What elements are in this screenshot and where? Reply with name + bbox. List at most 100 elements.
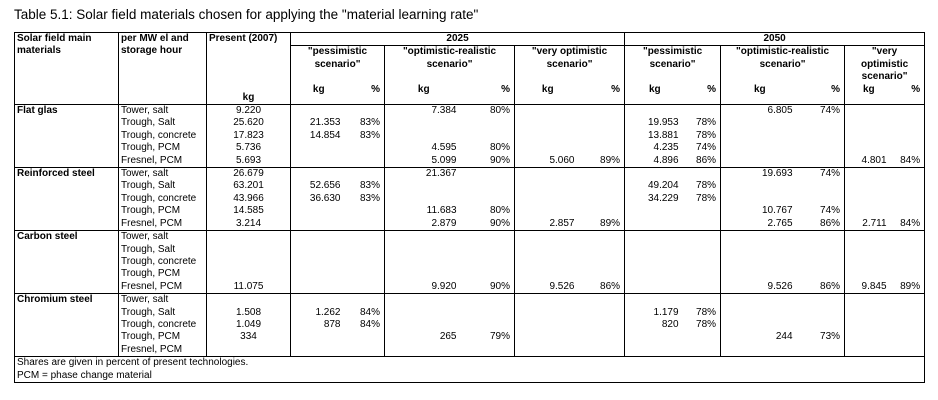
veryopt-2025-pct: 86% [580, 280, 626, 295]
optreal-2025-kg: 9.920 [384, 280, 463, 295]
optreal-2050-pct [798, 343, 846, 358]
technology-name: Trough, concrete [118, 192, 207, 206]
optreal-2050-kg [720, 343, 799, 358]
veryopt-2050-pct [892, 129, 926, 143]
pess-2050-kg [624, 205, 685, 218]
optreal-2050-pct: 86% [798, 217, 846, 232]
present-cell: 43.966 [206, 192, 291, 206]
veryopt-2025-kg [514, 243, 581, 256]
veryopt-2050-pct [892, 142, 926, 155]
veryopt-2025-pct [580, 268, 626, 281]
present-cell: 334 [206, 331, 291, 344]
veryopt-2050-kg [844, 117, 893, 130]
unit-kg: kg [844, 83, 893, 106]
table-row: Trough, Salt 1.508 1.262 84% 1.179 78% [15, 306, 926, 319]
optreal-2050-pct [798, 192, 846, 206]
veryopt-2050-kg [844, 243, 893, 256]
pess-2050-pct: 74% [684, 142, 722, 155]
table-header: Solar field main materials per MW el and… [14, 31, 926, 106]
veryopt-2050-kg: 2.711 [844, 217, 893, 232]
veryopt-2025-kg: 2.857 [514, 217, 581, 232]
veryopt-2025-kg [514, 318, 581, 332]
veryopt-2050-kg [844, 167, 893, 181]
present-cell: 3.214 [206, 217, 291, 232]
pess-2050-kg: 13.881 [624, 129, 685, 143]
unit-kg: kg [720, 83, 799, 106]
veryopt-2050-kg [844, 268, 893, 281]
veryopt-2050-pct [892, 318, 926, 332]
optreal-2025-pct [462, 318, 515, 332]
optreal-2025-pct: 90% [462, 280, 515, 295]
unit-kg: kg [384, 83, 463, 106]
technology-name: Fresnel, PCM [118, 217, 207, 232]
technology-name: Trough, PCM [118, 205, 207, 218]
table-body: Flat glas Tower, salt 9.220 7.384 80% 6.805 74… [14, 104, 926, 358]
technology-name: Trough, Salt [118, 180, 207, 193]
optreal-2025-kg [384, 230, 463, 244]
optreal-2050-kg: 2.765 [720, 217, 799, 232]
technology-name: Tower, salt [118, 293, 207, 307]
veryopt-2025-kg [514, 268, 581, 281]
technology-name: Fresnel, PCM [118, 343, 207, 358]
pess-2050-pct: 78% [684, 192, 722, 206]
present-cell: 26.679 [206, 167, 291, 181]
optreal-2025-pct [462, 343, 515, 358]
present-cell: 1.508 [206, 306, 291, 319]
pess-2025-kg [290, 343, 347, 358]
pess-2050-kg: 820 [624, 318, 685, 332]
veryopt-2025-kg [514, 230, 581, 244]
veryopt-2050-pct [892, 306, 926, 319]
pess-2050-pct [684, 167, 722, 181]
optreal-2025-pct [462, 192, 515, 206]
pess-2025-kg [290, 331, 347, 344]
veryopt-2050-kg [844, 129, 893, 143]
pess-2050-kg [624, 331, 685, 344]
material-name: Chromium steel [14, 293, 119, 358]
present-cell: 1.049 [206, 318, 291, 332]
optreal-2025-kg [384, 268, 463, 281]
veryopt-2050-kg [844, 331, 893, 344]
pess-2025-pct: 83% [346, 192, 385, 206]
veryopt-2050-kg [844, 230, 893, 244]
table-row: Fresnel, PCM 3.214 2.879 90% 2.857 89% 2.765 86… [15, 217, 926, 232]
header-year-2050: 2050 [624, 31, 926, 47]
pess-2025-pct [346, 217, 385, 232]
optreal-2050-kg [720, 243, 799, 256]
present-cell: 11.075 [206, 280, 291, 295]
optreal-2050-kg [720, 306, 799, 319]
pess-2025-kg: 14.854 [290, 129, 347, 143]
optreal-2050-kg [720, 230, 799, 244]
technology-name: Trough, concrete [118, 129, 207, 143]
pess-2050-pct: 86% [684, 154, 722, 169]
pess-2025-kg: 36.630 [290, 192, 347, 206]
veryopt-2050-kg: 9.845 [844, 280, 893, 295]
pess-2025-pct [346, 293, 385, 307]
unit-kg: kg [624, 83, 685, 106]
optreal-2050-pct: 74% [798, 104, 846, 118]
optreal-2050-pct [798, 306, 846, 319]
optreal-2025-kg [384, 293, 463, 307]
optreal-2050-pct: 73% [798, 331, 846, 344]
note-pcm: PCM = phase change material [17, 369, 152, 381]
veryopt-2050-kg [844, 306, 893, 319]
pess-2025-pct: 84% [346, 318, 385, 332]
optreal-2025-kg: 5.099 [384, 154, 463, 169]
veryopt-2025-kg [514, 129, 581, 143]
optreal-2050-pct [798, 154, 846, 169]
present-cell [206, 343, 291, 358]
table-notes: Shares are given in percent of present t… [13, 356, 926, 384]
table-row: Trough, concrete 1.049 878 84% 820 78% [15, 318, 926, 332]
table-row: Trough, PCM [15, 268, 926, 281]
optreal-2025-pct: 80% [462, 205, 515, 218]
pess-2050-pct: 78% [684, 129, 722, 143]
optreal-2025-pct [462, 230, 515, 244]
present-cell: 9.220 [206, 104, 291, 118]
veryopt-2025-pct [580, 293, 626, 307]
optreal-2025-pct: 90% [462, 154, 515, 169]
veryopt-2050-pct [892, 104, 926, 118]
pess-2025-pct [346, 142, 385, 155]
pess-2025-kg [290, 243, 347, 256]
pess-2050-kg [624, 217, 685, 232]
optreal-2025-pct [462, 180, 515, 193]
optreal-2025-pct [462, 129, 515, 143]
